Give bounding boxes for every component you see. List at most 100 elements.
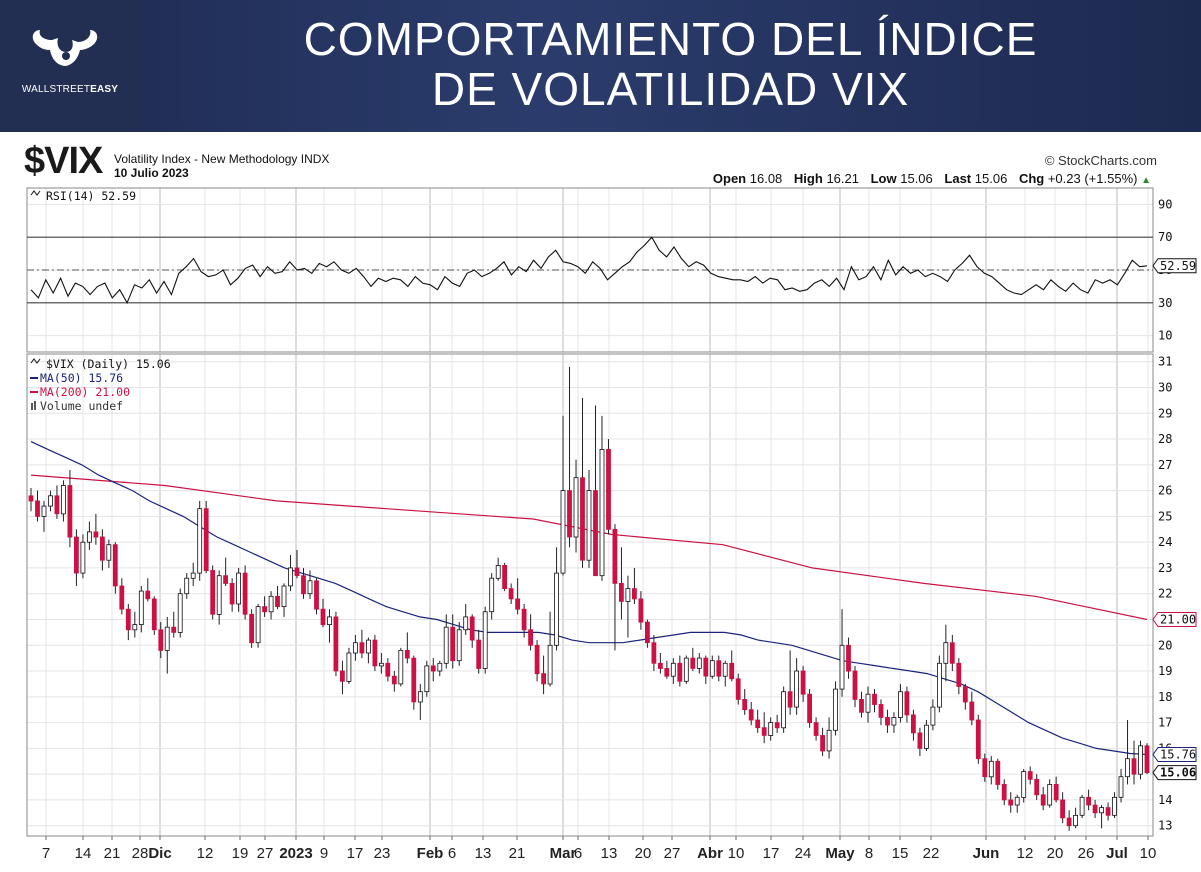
candle-down <box>125 608 131 631</box>
price-y-tick-label: 30 <box>1158 381 1172 395</box>
candle-down <box>735 678 741 700</box>
candle-down <box>28 495 34 502</box>
candle-up <box>839 644 845 690</box>
rsi-last-tag: 52.59 <box>1152 258 1197 274</box>
candle-down <box>742 699 748 711</box>
candle-down <box>385 662 391 677</box>
legend-swatches <box>30 190 41 410</box>
price-y-tick-label: 23 <box>1158 561 1172 575</box>
logo: WALLSTREETEASY <box>0 0 140 132</box>
x-tick-label: 2023 <box>279 845 312 862</box>
candle-up <box>1138 745 1143 775</box>
candle-up <box>365 639 371 654</box>
candle-up <box>48 495 53 507</box>
candle-down <box>203 508 209 572</box>
candle-up <box>190 572 196 579</box>
candle-up <box>268 595 274 613</box>
candle-up <box>61 485 66 515</box>
ma50-tag: 15.76 <box>1152 747 1197 763</box>
logo-text-a: WALLSTREET <box>21 84 91 95</box>
price-y-tick-label: 14 <box>1158 793 1172 807</box>
x-tick-label: 21 <box>509 845 526 862</box>
candle-up <box>378 662 384 667</box>
logo-text-b: EASY <box>90 84 119 95</box>
candle-up <box>352 642 358 654</box>
candle-down <box>807 693 812 724</box>
candle-down <box>645 621 650 644</box>
ma200-legend: MA(200) 21.00 <box>40 385 130 399</box>
candle-down <box>1092 804 1098 814</box>
x-tick-label: 13 <box>601 845 618 862</box>
x-tick-label: Jul <box>1106 845 1128 862</box>
x-tick-label: 26 <box>1078 845 1095 862</box>
x-tick-label: 12 <box>197 845 214 862</box>
candle-down <box>813 722 819 736</box>
candle-down <box>872 693 877 705</box>
price-y-tick-label: 18 <box>1158 690 1172 704</box>
candle-down <box>664 668 670 677</box>
low-label: Low <box>870 171 897 186</box>
candle-down <box>800 670 806 695</box>
candle-up <box>670 662 676 677</box>
candle-down <box>223 575 229 584</box>
candle-down <box>242 572 248 615</box>
candle-down <box>158 629 164 651</box>
candle-up <box>216 575 222 615</box>
candle-up <box>106 544 112 561</box>
x-tick-label: 15 <box>892 845 909 862</box>
candle-down <box>787 691 793 708</box>
candle-up <box>586 490 592 561</box>
candle-down <box>35 500 40 517</box>
candle-down <box>1001 784 1007 801</box>
candle-up <box>288 567 293 587</box>
candle-down <box>508 588 514 600</box>
candle-down <box>619 583 624 602</box>
candle-down <box>1040 794 1046 806</box>
x-tick-label: 19 <box>232 845 249 862</box>
candle-down <box>975 719 981 760</box>
candle-up <box>930 706 936 726</box>
candle-up <box>768 722 774 736</box>
quote-bar: Open 16.08 High 16.21 Low 15.06 Last 15.… <box>713 171 1151 186</box>
candle-down <box>469 616 475 641</box>
candle-down <box>962 686 968 703</box>
candle-down <box>995 760 1001 785</box>
candle-down <box>404 650 410 659</box>
candle-up <box>554 572 559 646</box>
candle-up <box>482 611 488 669</box>
bull-logo-icon <box>32 30 98 66</box>
candle-up <box>826 729 832 752</box>
candle-up <box>41 505 47 517</box>
x-tick-label: Feb <box>417 845 444 862</box>
last-value: 15.06 <box>974 171 1008 186</box>
title-line-1: COMPORTAMIENTO DEL ÍNDICE <box>303 13 1038 65</box>
candle-down <box>333 616 339 672</box>
candle-up <box>456 629 462 662</box>
candle-down <box>314 580 319 610</box>
candle-down <box>411 657 417 703</box>
candle-down <box>112 544 118 587</box>
candle-up <box>599 448 605 577</box>
x-tick-label: 10 <box>728 845 745 862</box>
x-tick-label: 8 <box>865 845 873 862</box>
price-panel-frame <box>26 353 1154 837</box>
candle-up <box>138 590 144 625</box>
candle-down <box>690 657 696 669</box>
x-tick-label: Dic <box>148 845 171 862</box>
low-value: 15.06 <box>900 171 933 186</box>
price-y-axis: 31302928272625242322212019181716151413 <box>1158 355 1172 833</box>
candle-down <box>949 642 955 664</box>
candle-down <box>885 717 890 726</box>
price-y-tick-label: 19 <box>1158 664 1172 678</box>
candle-down <box>567 490 572 538</box>
candle-down <box>846 644 851 672</box>
chg-label: Chg <box>1018 171 1045 186</box>
candle-down <box>820 735 825 752</box>
rsi-y-tick-label: 10 <box>1158 329 1172 343</box>
price-last-tag: 15.06 <box>1152 765 1197 781</box>
candle-up <box>164 626 170 651</box>
candle-up <box>1021 771 1027 798</box>
candle-up <box>398 650 404 685</box>
x-tick-label: Jun <box>973 845 1000 862</box>
candle-down <box>748 709 754 721</box>
